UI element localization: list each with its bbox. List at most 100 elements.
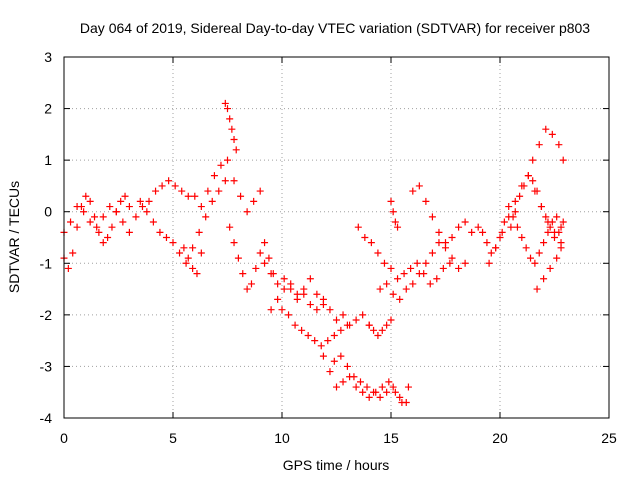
data-point: [468, 228, 476, 236]
x-tick-label: 20: [492, 430, 508, 446]
data-point: [80, 208, 88, 216]
data-point: [195, 228, 203, 236]
data-point: [544, 218, 552, 226]
data-point: [184, 254, 192, 262]
data-point: [540, 239, 548, 247]
data-point: [165, 177, 173, 185]
data-series: [60, 99, 567, 407]
plot-frame: [63, 56, 610, 419]
data-point: [559, 218, 567, 226]
data-point: [298, 326, 306, 334]
data-point: [448, 234, 456, 241]
x-tick-label: 15: [383, 430, 399, 446]
data-point: [121, 192, 129, 200]
data-point: [426, 280, 434, 288]
data-point: [230, 177, 238, 185]
data-point: [224, 156, 231, 164]
data-point: [265, 254, 273, 262]
data-point: [210, 172, 218, 180]
data-point: [524, 172, 532, 180]
data-point: [189, 264, 197, 272]
data-point: [533, 285, 541, 293]
data-point: [544, 228, 552, 236]
data-point: [104, 234, 112, 241]
y-tick-label: 2: [44, 101, 52, 117]
x-tick-label: 10: [274, 430, 290, 446]
data-point: [422, 259, 430, 267]
y-axis-label: SDTVAR / TECUs: [6, 181, 22, 293]
data-point: [365, 321, 373, 329]
data-point: [330, 357, 338, 365]
data-point: [496, 234, 504, 241]
data-point: [555, 141, 563, 149]
data-point: [304, 331, 312, 339]
data-point: [557, 244, 565, 252]
y-tick-label: -1: [40, 255, 53, 271]
data-point: [221, 99, 229, 107]
data-point: [352, 316, 360, 324]
data-point: [313, 290, 321, 298]
data-point: [383, 388, 391, 396]
data-point: [378, 326, 386, 334]
data-point: [193, 270, 201, 278]
data-point: [376, 393, 384, 401]
grid: [64, 57, 609, 418]
data-point: [237, 192, 245, 200]
data-point: [180, 244, 188, 252]
data-point: [300, 290, 308, 298]
data-point: [136, 197, 144, 205]
data-point: [356, 378, 364, 386]
x-tick-label: 5: [169, 430, 177, 446]
data-point: [189, 244, 197, 252]
data-point: [293, 295, 301, 303]
data-point: [337, 352, 345, 360]
x-tick-label: 0: [60, 430, 68, 446]
data-point: [145, 197, 153, 205]
data-point: [557, 223, 565, 231]
data-point: [507, 223, 515, 231]
data-point: [439, 264, 447, 272]
data-point: [143, 208, 151, 216]
y-tick-label: -4: [40, 410, 53, 426]
data-point: [230, 136, 238, 144]
data-point: [409, 187, 417, 195]
data-point: [287, 285, 295, 293]
data-point: [533, 187, 541, 195]
data-point: [226, 223, 234, 231]
data-point: [350, 373, 358, 381]
data-point: [378, 383, 386, 391]
data-point: [367, 239, 375, 247]
data-point: [119, 218, 127, 226]
data-point: [361, 234, 369, 241]
data-point: [435, 228, 443, 236]
data-point: [313, 306, 321, 314]
data-point: [537, 203, 545, 211]
x-axis-label: GPS time / hours: [283, 457, 390, 473]
data-point: [391, 388, 399, 396]
data-point: [125, 203, 133, 211]
data-point: [415, 270, 423, 278]
data-point: [64, 264, 72, 272]
data-point: [542, 125, 550, 133]
data-point: [548, 130, 556, 138]
data-point: [117, 197, 125, 205]
data-point: [492, 244, 500, 252]
data-point: [250, 197, 258, 205]
y-tick-label: -2: [40, 307, 53, 323]
data-point: [518, 234, 526, 241]
y-tick-label: 1: [44, 152, 52, 168]
data-point: [409, 280, 417, 288]
data-point: [389, 208, 397, 216]
data-point: [333, 383, 340, 391]
data-point: [559, 156, 567, 164]
data-point: [485, 259, 493, 267]
data-point: [319, 352, 327, 360]
data-point: [274, 280, 282, 288]
data-point: [385, 378, 393, 386]
data-point: [149, 218, 157, 226]
data-point: [535, 249, 543, 257]
data-point: [132, 213, 140, 221]
data-point: [73, 223, 81, 231]
data-point: [461, 218, 469, 226]
